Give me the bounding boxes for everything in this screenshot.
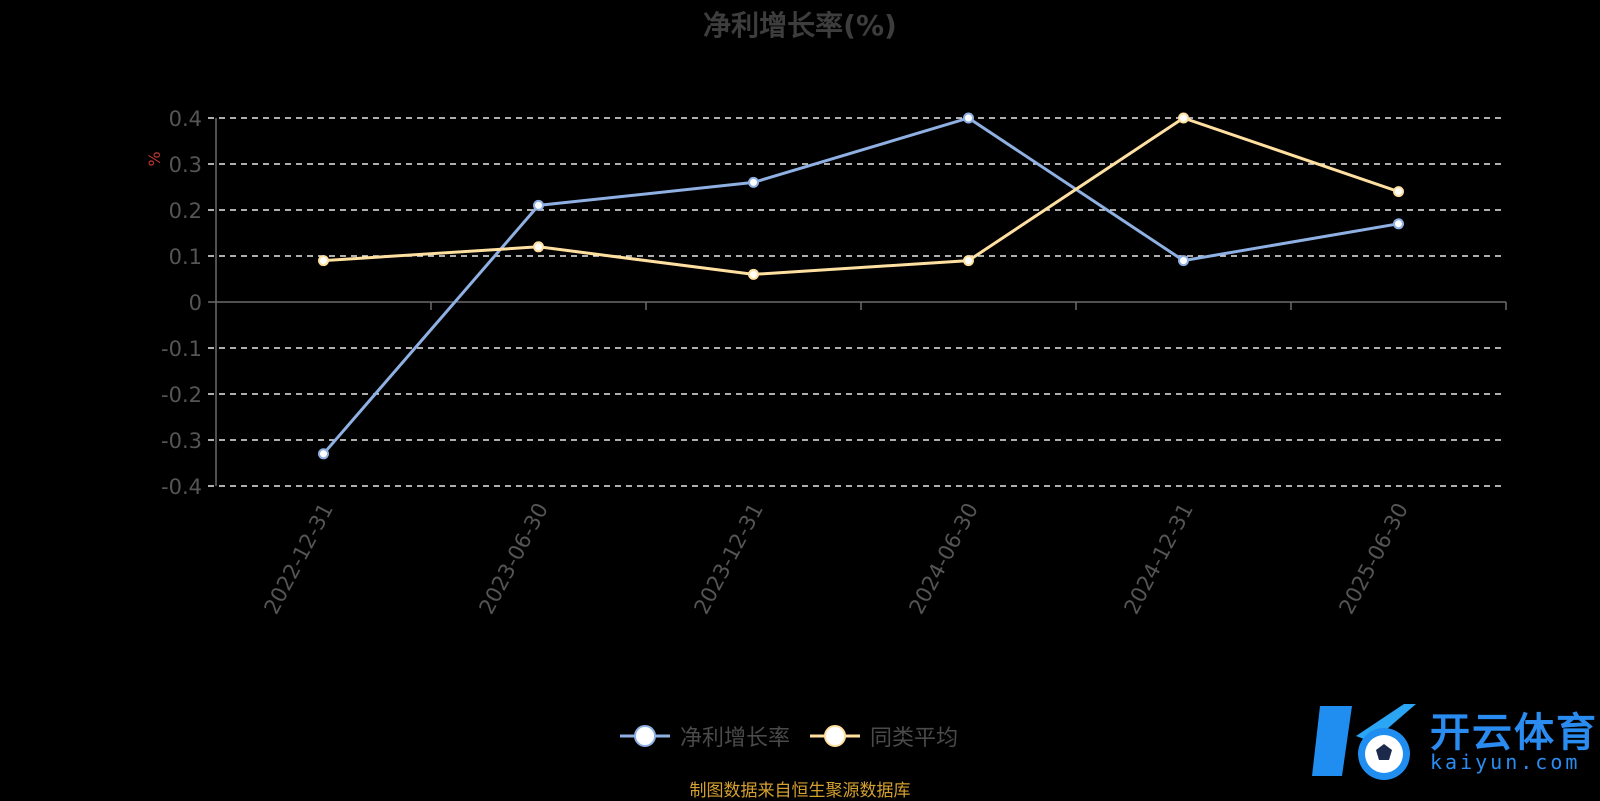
kaiyun-logo: 开云体育 kaiyun.com [1312, 696, 1596, 788]
tick-labels: 0.4 0.3 0.2 0.1 0 -0.1 -0.2 -0.3 -0.4% 2022-12-31… [145, 107, 1413, 618]
x-tick-label: 2023-06-30 [474, 499, 552, 618]
legend-swatch-series1 [620, 725, 670, 747]
legend-label-series1: 净利增长率 [680, 726, 791, 751]
x-tick-label: 2022-12-31 [259, 499, 337, 618]
logo-text-cn: 开云体育 [1430, 710, 1598, 756]
legend-swatch-series2 [810, 725, 861, 747]
series-line-2 [323, 116, 1399, 276]
y-axis-label: % [145, 151, 164, 166]
line-chart: 0.4 0.3 0.2 0.1 0 -0.1 -0.2 -0.3 -0.4% 2022-12-31… [145, 107, 1507, 618]
y-tick-label: 0 [189, 291, 202, 315]
x-tick-label: 2025-06-30 [1334, 499, 1412, 618]
y-tick-label: -0.4 [161, 475, 202, 499]
logo-text-en: kaiyun.com [1430, 750, 1581, 774]
y-tick-label: -0.1 [161, 337, 202, 361]
data-point-series2 [1178, 112, 1189, 124]
x-tick-label: 2023-12-31 [689, 499, 767, 618]
data-point-series1 [748, 176, 759, 188]
legend-label-series2: 同类平均 [870, 726, 959, 751]
y-tick-label: 0.2 [169, 199, 202, 223]
data-point-series1 [1178, 255, 1189, 267]
y-tick-label: 0.1 [169, 245, 202, 269]
soccer-ball-icon [1312, 704, 1416, 780]
series-line-1 [322, 116, 1399, 455]
chart-title: 净利增长率(%) [703, 9, 897, 42]
y-tick-label: 0.4 [169, 107, 202, 131]
legend-item-series2[interactable]: 同类平均 [810, 720, 958, 752]
grid-lines [208, 117, 1506, 487]
data-point-series2 [318, 255, 329, 267]
legend-item-series1[interactable]: 净利增长率 [620, 720, 790, 752]
legend: 净利增长率 同类平均 [620, 720, 978, 752]
series [318, 112, 1404, 460]
data-point-series2 [1393, 186, 1404, 198]
data-point-series1 [1393, 218, 1404, 230]
axes [208, 118, 1507, 486]
data-point-series1 [963, 112, 974, 124]
y-tick-label: -0.2 [161, 383, 202, 407]
x-tick-label: 2024-12-31 [1119, 499, 1197, 618]
data-point-series1 [318, 448, 329, 460]
data-point-series2 [963, 255, 974, 267]
y-tick-label: 0.3 [169, 153, 202, 177]
data-point-series2 [748, 268, 759, 280]
y-tick-label: -0.3 [161, 429, 202, 453]
x-tick-label: 2024-06-30 [904, 499, 982, 618]
data-point-series2 [533, 241, 544, 253]
data-point-series1 [533, 199, 544, 211]
data-source-note: 制图数据来自恒生聚源数据库 [689, 781, 911, 801]
